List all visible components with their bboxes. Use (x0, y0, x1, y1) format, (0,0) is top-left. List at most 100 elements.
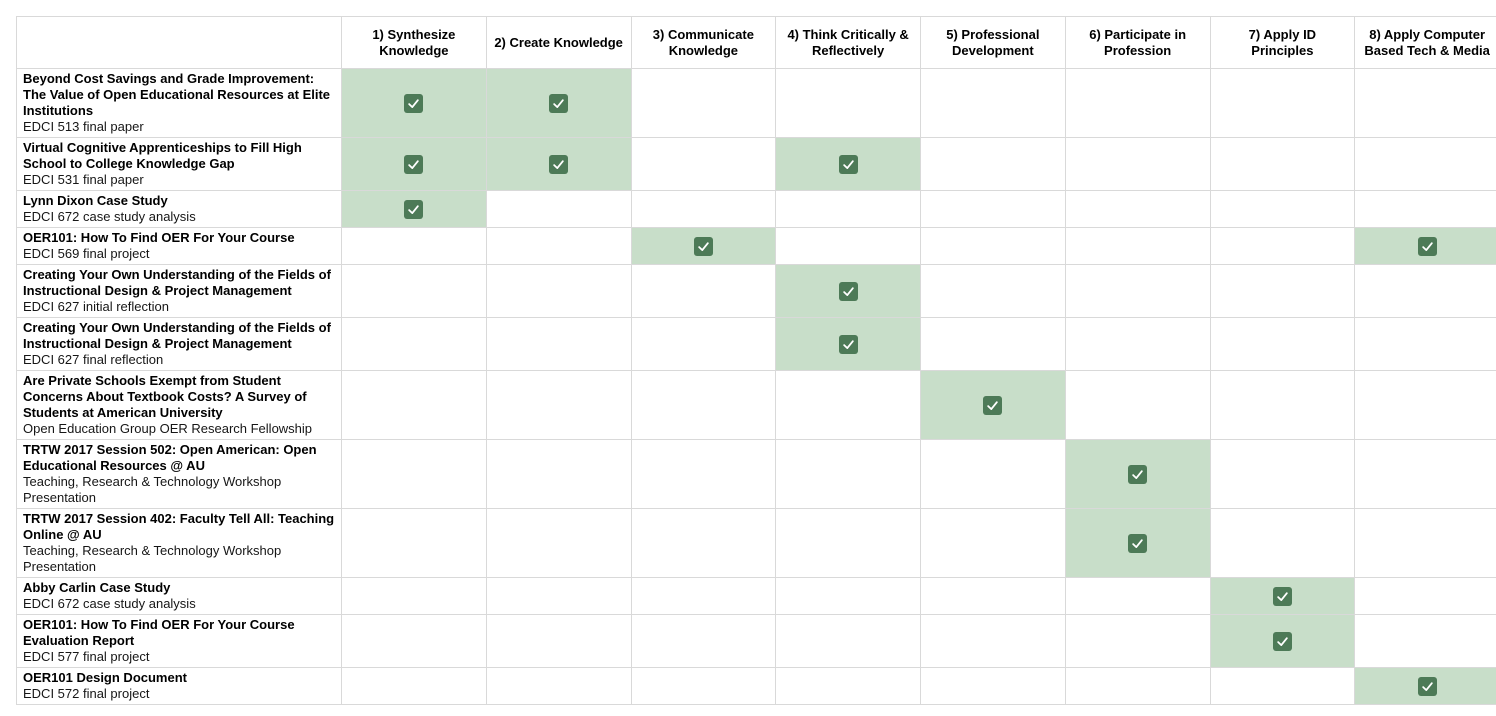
outcome-cell-r6-c5 (920, 317, 1066, 371)
outcome-cell-r10-c3 (630, 577, 777, 615)
outcome-cell-r10-c4 (775, 577, 921, 615)
artifact-row: TRTW 2017 Session 502: Open American: Op… (16, 439, 1496, 509)
artifact-title: TRTW 2017 Session 402: Faculty Tell All:… (23, 511, 335, 542)
outcome-cell-r3-c1 (341, 190, 487, 228)
outcome-cell-r1-c7 (1209, 68, 1356, 138)
artifact-cell: Virtual Cognitive Apprenticeships to Fil… (16, 137, 342, 191)
artifact-subtitle: EDCI 531 final paper (23, 172, 144, 187)
artifact-title: OER101: How To Find OER For Your Course (23, 230, 295, 245)
artifact-row: OER101: How To Find OER For Your Course E… (16, 227, 1496, 265)
outcome-cell-r4-c1 (341, 227, 487, 265)
checkbox-checked-icon[interactable] (693, 236, 713, 256)
column-header-8: 8) Apply Computer Based Tech & Media (1354, 16, 1496, 69)
artifact-row: Virtual Cognitive Apprenticeships to Fil… (16, 137, 1496, 191)
checkbox-checked-icon[interactable] (838, 334, 858, 354)
outcome-cell-r4-c7 (1209, 227, 1356, 265)
outcome-cell-r12-c8 (1354, 667, 1496, 705)
checkbox-checked-icon[interactable] (1272, 631, 1292, 651)
artifact-subtitle: EDCI 672 case study analysis (23, 596, 196, 611)
outcome-cell-r11-c4 (775, 614, 921, 668)
outcome-cell-r5-c4 (775, 264, 921, 318)
checkbox-checked-icon[interactable] (1128, 533, 1148, 553)
outcome-cell-r10-c8 (1354, 577, 1496, 615)
artifact-cell: Creating Your Own Understanding of the F… (16, 264, 342, 318)
outcome-cell-r6-c1 (341, 317, 487, 371)
outcome-cell-r8-c5 (920, 439, 1066, 509)
outcome-cell-r4-c5 (920, 227, 1066, 265)
outcome-cell-r4-c8 (1354, 227, 1496, 265)
outcome-cell-r7-c1 (341, 370, 487, 440)
outcome-cell-r8-c1 (341, 439, 487, 509)
checkbox-checked-icon[interactable] (549, 93, 569, 113)
checkbox-checked-icon[interactable] (404, 154, 424, 174)
outcome-cell-r3-c6 (1064, 190, 1211, 228)
artifact-row: OER101 Design Document EDCI 572 final pro… (16, 667, 1496, 705)
outcome-cell-r9-c4 (775, 508, 921, 578)
artifact-title: Lynn Dixon Case Study (23, 193, 168, 208)
outcome-cell-r12-c7 (1209, 667, 1356, 705)
outcome-cell-r1-c8 (1354, 68, 1496, 138)
outcome-cell-r7-c7 (1209, 370, 1356, 440)
artifact-row: OER101: How To Find OER For Your Course … (16, 614, 1496, 668)
column-header-3: 3) Communicate Knowledge (630, 16, 777, 69)
outcome-cell-r5-c5 (920, 264, 1066, 318)
artifact-cell: OER101 Design Document EDCI 572 final pro… (16, 667, 342, 705)
artifact-subtitle: EDCI 672 case study analysis (23, 209, 196, 224)
outcome-cell-r1-c5 (920, 68, 1066, 138)
checkbox-checked-icon[interactable] (838, 154, 858, 174)
outcome-cell-r8-c8 (1354, 439, 1496, 509)
artifact-subtitle: EDCI 627 initial reflection (23, 299, 169, 314)
artifact-row: Creating Your Own Understanding of the F… (16, 317, 1496, 371)
outcome-cell-r9-c5 (920, 508, 1066, 578)
checkbox-checked-icon[interactable] (1128, 464, 1148, 484)
outcome-cell-r9-c6 (1064, 508, 1211, 578)
column-header-1: 1) Synthesize Knowledge (341, 16, 487, 69)
column-header-2: 2) Create Knowledge (485, 16, 632, 69)
artifact-row: Beyond Cost Savings and Grade Improvemen… (16, 68, 1496, 138)
artifact-subtitle: Teaching, Research & Technology Workshop… (23, 543, 282, 574)
artifact-subtitle: Teaching, Research & Technology Workshop… (23, 474, 282, 505)
outcome-cell-r11-c1 (341, 614, 487, 668)
outcome-cell-r11-c5 (920, 614, 1066, 668)
artifact-subtitle: EDCI 577 final project (23, 649, 150, 664)
outcome-cell-r12-c3 (630, 667, 777, 705)
checkbox-checked-icon[interactable] (1417, 676, 1437, 696)
checkbox-checked-icon[interactable] (549, 154, 569, 174)
artifact-title: Beyond Cost Savings and Grade Improvemen… (23, 71, 331, 118)
checkbox-checked-icon[interactable] (1272, 586, 1292, 606)
matrix-body: Beyond Cost Savings and Grade Improvemen… (16, 68, 1496, 705)
artifact-subtitle: EDCI 513 final paper (23, 119, 144, 134)
column-header-5: 5) Professional Development (920, 16, 1066, 69)
outcome-cell-r5-c6 (1064, 264, 1211, 318)
checkbox-checked-icon[interactable] (983, 395, 1003, 415)
outcome-cell-r10-c2 (485, 577, 632, 615)
outcome-cell-r2-c8 (1354, 137, 1496, 191)
outcome-cell-r2-c7 (1209, 137, 1356, 191)
outcome-cell-r11-c7 (1209, 614, 1356, 668)
outcome-cell-r5-c8 (1354, 264, 1496, 318)
outcome-cell-r12-c1 (341, 667, 487, 705)
outcome-cell-r4-c6 (1064, 227, 1211, 265)
outcome-cell-r10-c6 (1064, 577, 1211, 615)
artifact-row: Lynn Dixon Case Study EDCI 672 case study… (16, 190, 1496, 228)
outcome-cell-r7-c2 (485, 370, 632, 440)
matrix-header-row: 1) Synthesize Knowledge 2) Create Knowled… (16, 16, 1496, 69)
artifact-subtitle: EDCI 569 final project (23, 246, 150, 261)
artifact-title: OER101: How To Find OER For Your Course … (23, 617, 295, 648)
outcome-cell-r9-c1 (341, 508, 487, 578)
outcome-cell-r9-c3 (630, 508, 777, 578)
outcome-cell-r4-c4 (775, 227, 921, 265)
outcome-cell-r7-c8 (1354, 370, 1496, 440)
outcome-cell-r4-c2 (485, 227, 632, 265)
artifact-row: Abby Carlin Case Study EDCI 672 case stud… (16, 577, 1496, 615)
outcome-cell-r3-c2 (485, 190, 632, 228)
artifact-cell: Lynn Dixon Case Study EDCI 672 case study… (16, 190, 342, 228)
artifact-subtitle: Open Education Group OER Research Fellow… (23, 421, 313, 436)
outcome-cell-r3-c4 (775, 190, 921, 228)
checkbox-checked-icon[interactable] (1417, 236, 1437, 256)
checkbox-checked-icon[interactable] (838, 281, 858, 301)
outcome-cell-r3-c5 (920, 190, 1066, 228)
checkbox-checked-icon[interactable] (404, 93, 424, 113)
checkbox-checked-icon[interactable] (404, 199, 424, 219)
artifact-subtitle: EDCI 627 final reflection (23, 352, 164, 367)
